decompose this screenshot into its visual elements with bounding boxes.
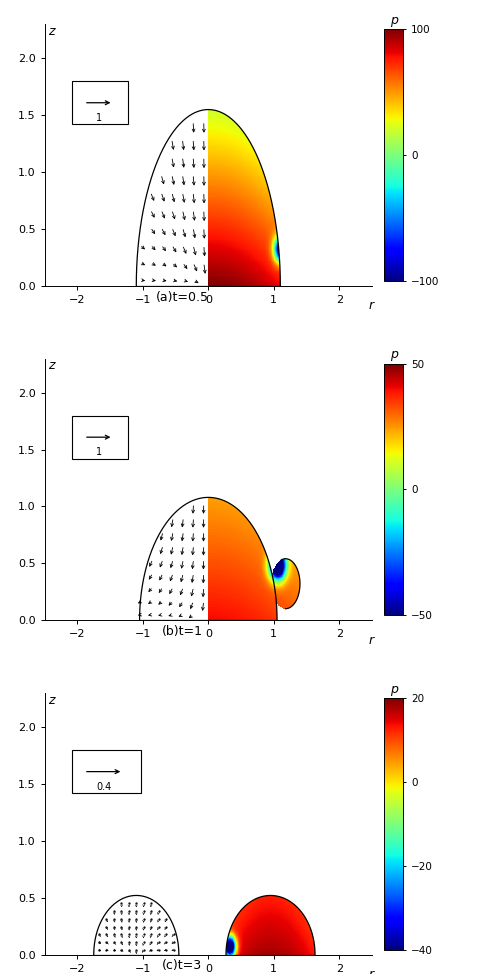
Text: z: z: [48, 25, 55, 38]
Text: (b)t=1: (b)t=1: [162, 625, 203, 638]
Bar: [72, 81, 128, 125]
Text: (c)t=3: (c)t=3: [162, 959, 202, 972]
Text: 0.4: 0.4: [96, 782, 111, 792]
Title: p: p: [390, 14, 398, 26]
Text: r: r: [369, 634, 374, 647]
Text: r: r: [369, 968, 374, 974]
Title: p: p: [390, 683, 398, 695]
Title: p: p: [390, 348, 398, 361]
Text: z: z: [48, 359, 55, 372]
Bar: [72, 416, 128, 459]
Bar: [72, 750, 141, 793]
Text: z: z: [48, 693, 55, 707]
Text: r: r: [369, 299, 374, 313]
Text: 1: 1: [96, 447, 102, 458]
Text: (a)t=0.5: (a)t=0.5: [156, 290, 209, 304]
Text: 1: 1: [96, 113, 102, 123]
